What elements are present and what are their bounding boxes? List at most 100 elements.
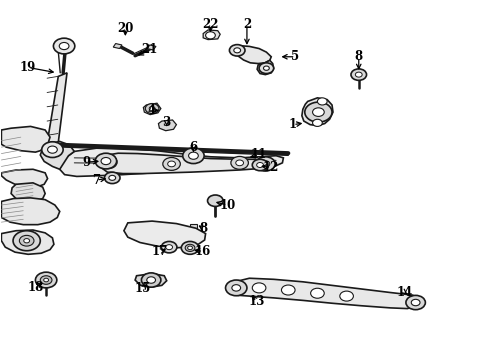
Circle shape xyxy=(207,195,223,206)
Circle shape xyxy=(43,278,48,282)
Circle shape xyxy=(339,291,353,301)
Circle shape xyxy=(304,102,331,122)
Circle shape xyxy=(230,157,248,169)
Text: 1: 1 xyxy=(288,118,297,131)
Circle shape xyxy=(255,157,275,171)
Polygon shape xyxy=(147,45,156,50)
Circle shape xyxy=(252,283,265,293)
Polygon shape xyxy=(40,141,74,169)
Circle shape xyxy=(41,142,63,157)
Circle shape xyxy=(261,161,269,167)
Text: 9: 9 xyxy=(82,156,90,168)
Circle shape xyxy=(405,296,425,310)
Text: 14: 14 xyxy=(396,286,412,299)
Circle shape xyxy=(259,63,273,73)
Circle shape xyxy=(410,299,419,306)
Circle shape xyxy=(141,273,161,287)
Text: 8: 8 xyxy=(354,50,362,63)
Polygon shape xyxy=(211,195,219,201)
Polygon shape xyxy=(203,30,220,40)
Circle shape xyxy=(146,277,155,283)
Polygon shape xyxy=(143,103,161,114)
Circle shape xyxy=(181,242,199,254)
Circle shape xyxy=(183,148,203,163)
Text: 22: 22 xyxy=(202,18,218,31)
Circle shape xyxy=(24,239,30,243)
Polygon shape xyxy=(11,183,45,202)
Circle shape xyxy=(256,162,263,167)
Circle shape xyxy=(20,235,34,246)
Polygon shape xyxy=(113,44,122,49)
Polygon shape xyxy=(1,198,60,225)
Circle shape xyxy=(233,48,240,53)
Circle shape xyxy=(40,276,52,284)
Circle shape xyxy=(161,242,177,253)
Text: 15: 15 xyxy=(134,283,150,296)
Text: 7: 7 xyxy=(92,174,100,186)
Text: 13: 13 xyxy=(248,295,264,308)
Circle shape xyxy=(104,159,112,165)
Text: 8: 8 xyxy=(199,222,207,235)
Polygon shape xyxy=(60,148,283,176)
Circle shape xyxy=(252,159,267,171)
Circle shape xyxy=(317,98,326,105)
Circle shape xyxy=(53,38,75,54)
Circle shape xyxy=(229,45,244,56)
Text: 10: 10 xyxy=(219,198,235,212)
Text: 2: 2 xyxy=(243,18,250,31)
Circle shape xyxy=(185,244,195,251)
Circle shape xyxy=(350,69,366,80)
Circle shape xyxy=(225,280,246,296)
Text: 5: 5 xyxy=(291,50,299,63)
Polygon shape xyxy=(234,46,271,64)
Polygon shape xyxy=(190,224,197,229)
Circle shape xyxy=(149,107,155,111)
Circle shape xyxy=(35,272,57,288)
Circle shape xyxy=(188,152,198,159)
Circle shape xyxy=(13,231,40,251)
Polygon shape xyxy=(135,274,166,287)
Circle shape xyxy=(59,42,69,50)
Polygon shape xyxy=(158,120,176,131)
Circle shape xyxy=(235,160,243,166)
Text: 17: 17 xyxy=(151,245,167,258)
Circle shape xyxy=(281,285,294,295)
Circle shape xyxy=(100,156,117,168)
Circle shape xyxy=(312,119,322,126)
Text: 21: 21 xyxy=(141,43,158,56)
Circle shape xyxy=(263,66,269,70)
Text: 16: 16 xyxy=(195,245,211,258)
Circle shape xyxy=(165,245,172,249)
Circle shape xyxy=(47,146,57,153)
Polygon shape xyxy=(230,278,419,309)
Text: 6: 6 xyxy=(189,141,197,154)
Circle shape xyxy=(163,157,180,170)
Text: 19: 19 xyxy=(20,61,36,74)
Circle shape xyxy=(101,157,111,165)
Polygon shape xyxy=(101,153,268,174)
Text: 11: 11 xyxy=(250,148,266,162)
Text: 20: 20 xyxy=(117,22,133,35)
Polygon shape xyxy=(1,126,50,152)
Text: 18: 18 xyxy=(27,281,43,294)
Text: 3: 3 xyxy=(162,116,170,129)
Polygon shape xyxy=(1,230,54,254)
Circle shape xyxy=(145,104,159,113)
Polygon shape xyxy=(301,98,332,126)
Text: 12: 12 xyxy=(263,161,279,174)
Circle shape xyxy=(104,172,120,184)
Circle shape xyxy=(95,153,116,169)
Circle shape xyxy=(310,288,324,298)
Circle shape xyxy=(205,32,215,39)
Polygon shape xyxy=(257,60,273,75)
Circle shape xyxy=(231,285,240,291)
Circle shape xyxy=(312,108,324,116)
Circle shape xyxy=(355,72,362,77)
Circle shape xyxy=(109,175,116,180)
Polygon shape xyxy=(123,221,205,248)
Text: 4: 4 xyxy=(148,104,156,117)
Circle shape xyxy=(187,246,192,249)
Circle shape xyxy=(167,161,175,167)
Polygon shape xyxy=(46,73,67,146)
Polygon shape xyxy=(1,169,47,187)
